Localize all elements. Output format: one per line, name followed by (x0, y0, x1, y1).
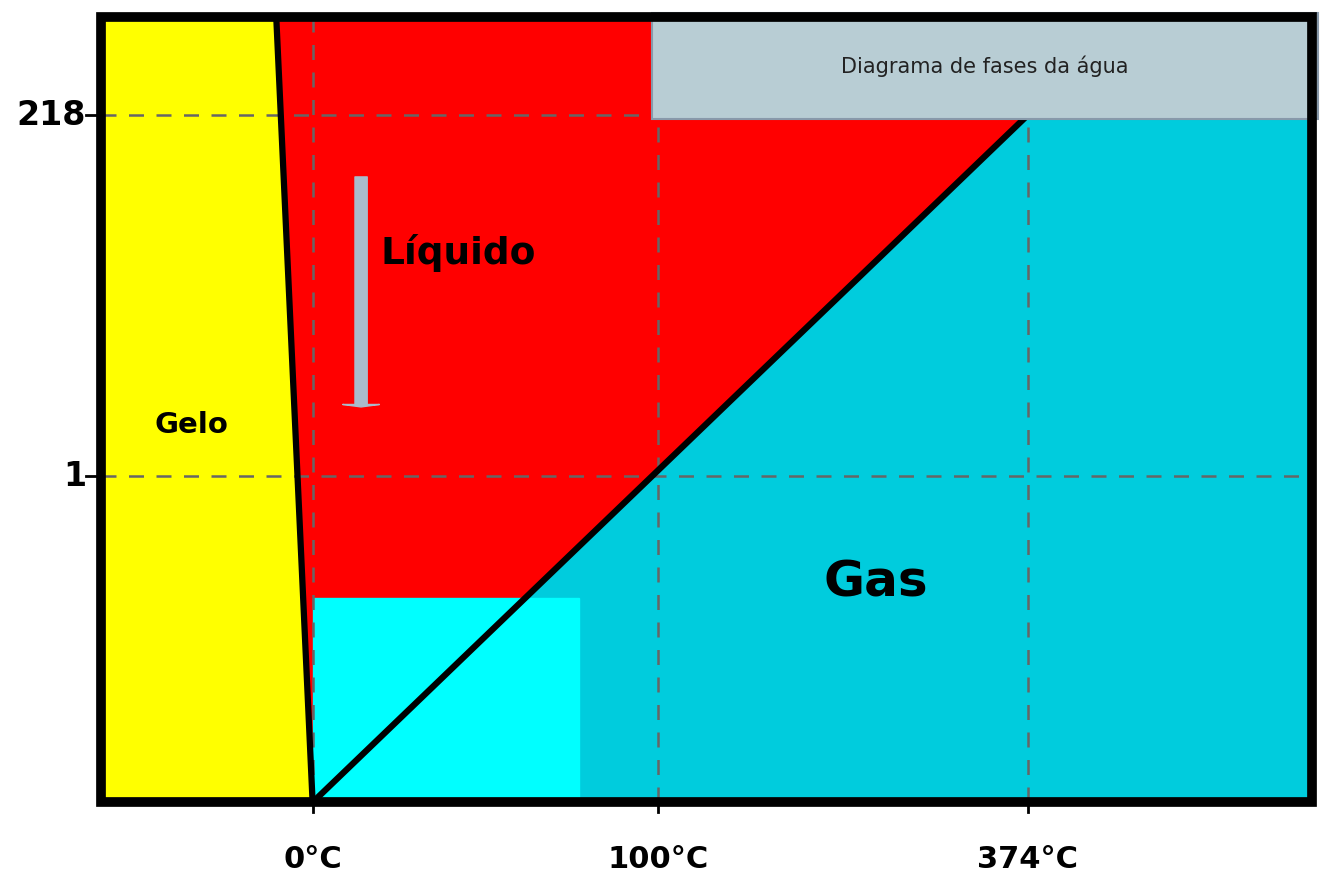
Polygon shape (276, 17, 1028, 802)
Bar (100, 17, 1313, 802)
Polygon shape (313, 598, 579, 802)
Text: 374°C: 374°C (977, 846, 1078, 874)
Text: Diagrama de fases da água: Diagrama de fases da água (842, 55, 1129, 77)
Text: Gelo: Gelo (154, 411, 229, 440)
Text: 0°C: 0°C (284, 846, 343, 874)
Text: Líquido: Líquido (380, 233, 535, 272)
Text: 1: 1 (63, 460, 86, 493)
Polygon shape (100, 17, 1313, 802)
Text: 100°C: 100°C (607, 846, 709, 874)
Polygon shape (100, 17, 313, 802)
Text: Gas: Gas (824, 559, 929, 606)
Text: 218: 218 (16, 98, 86, 131)
FancyBboxPatch shape (652, 13, 1318, 119)
